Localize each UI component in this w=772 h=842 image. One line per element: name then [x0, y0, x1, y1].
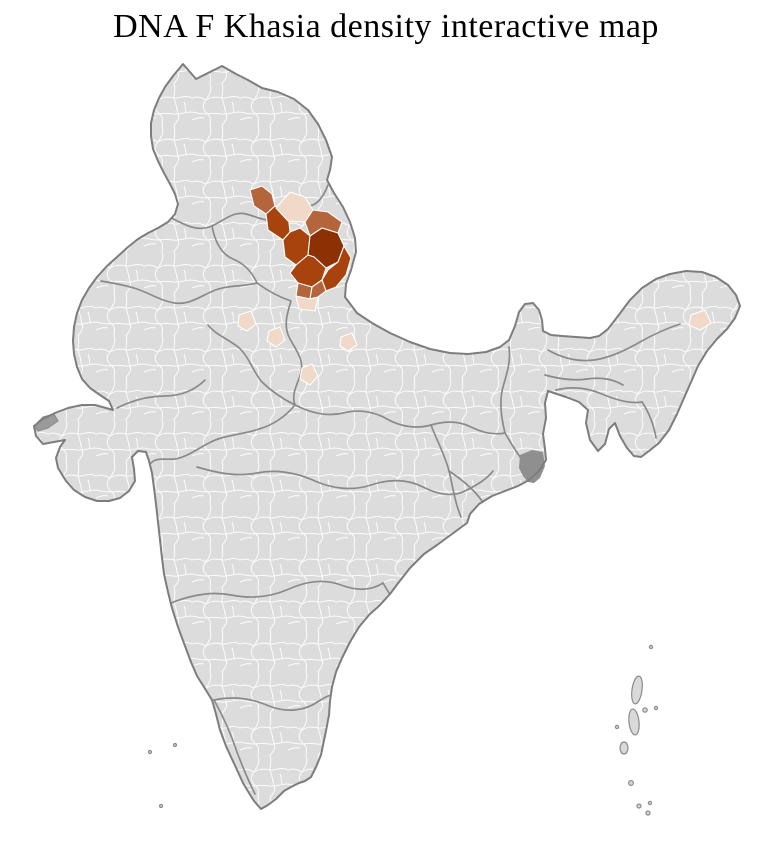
state-borders — [100, 184, 681, 795]
low-density-district[interactable] — [266, 326, 286, 348]
kutch-west-tip — [33, 413, 59, 432]
low-density-district[interactable] — [237, 310, 257, 332]
sundarbans-delta — [519, 450, 545, 483]
low-density-district[interactable] — [299, 363, 319, 386]
scattered-low-density-districts[interactable] — [237, 309, 712, 386]
highlighted-district[interactable] — [309, 279, 327, 300]
map-title: DNA F Khasia density interactive map — [113, 8, 659, 45]
andaman-nicobar-islands[interactable] — [614, 644, 659, 816]
low-density-district[interactable] — [339, 332, 358, 352]
low-density-district[interactable] — [688, 309, 712, 331]
lakshadweep-islands[interactable] — [147, 742, 178, 809]
density-cluster[interactable] — [249, 185, 352, 312]
district-boundaries-texture — [34, 64, 740, 809]
highlighted-district[interactable] — [295, 295, 319, 312]
